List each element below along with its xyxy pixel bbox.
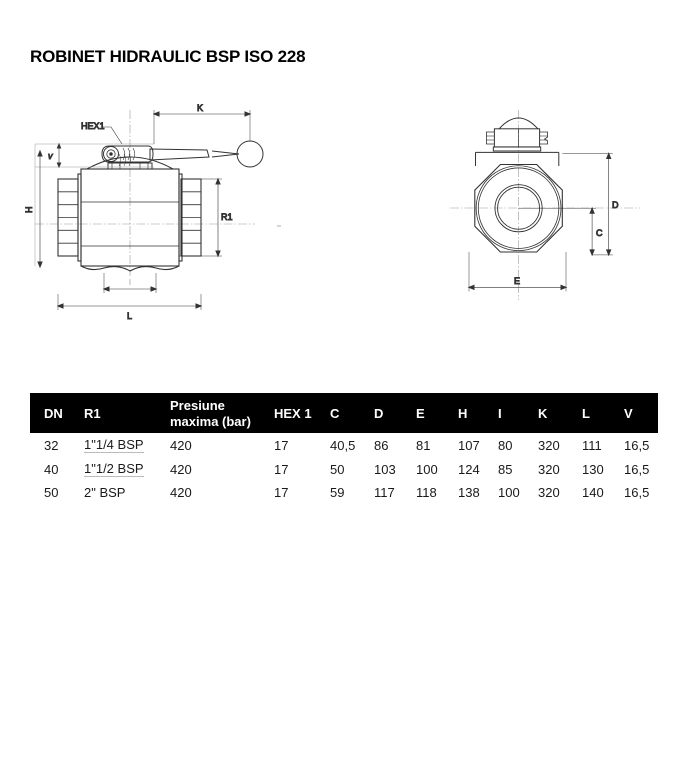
svg-text:D: D (612, 200, 619, 210)
svg-text:v: v (48, 151, 53, 161)
svg-text:E: E (514, 276, 520, 286)
svg-text:HEX1: HEX1 (81, 121, 105, 131)
svg-text:C: C (596, 228, 603, 238)
svg-text:R1: R1 (221, 212, 233, 222)
svg-text:K: K (197, 103, 203, 113)
svg-text:L: L (127, 311, 132, 321)
svg-text:H: H (24, 207, 34, 214)
